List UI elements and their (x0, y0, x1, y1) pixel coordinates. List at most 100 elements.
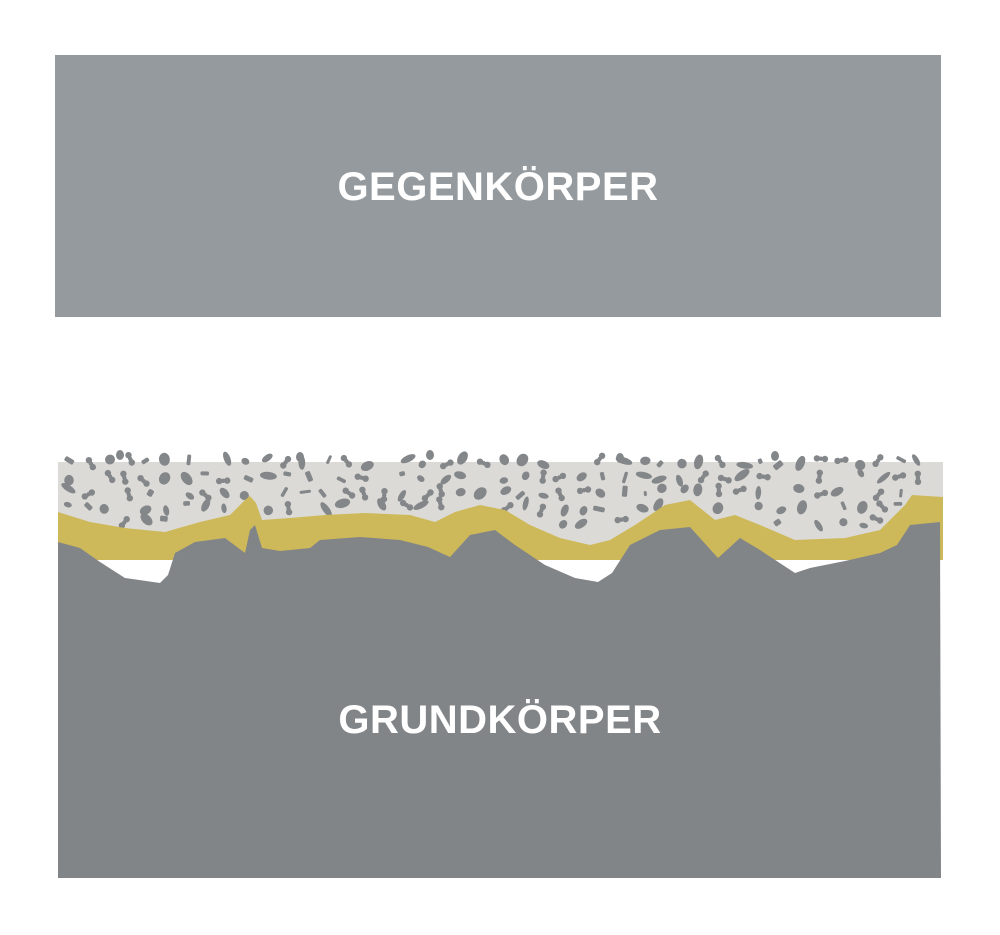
particle (199, 489, 212, 501)
particle (552, 472, 567, 483)
particle (697, 470, 709, 484)
particle (397, 490, 407, 502)
particle (223, 451, 232, 466)
particle (515, 490, 526, 500)
particle (539, 469, 547, 484)
particle (558, 520, 568, 529)
particle (418, 460, 426, 469)
counter-body: GEGENKÖRPER (55, 55, 941, 317)
particle (776, 506, 787, 515)
particle (263, 505, 274, 516)
particle (473, 487, 487, 500)
particle (693, 454, 704, 470)
particle (773, 460, 784, 471)
particle (892, 472, 907, 481)
particle (680, 484, 689, 494)
particle (712, 502, 724, 515)
particle (440, 474, 452, 485)
particle (522, 496, 529, 511)
particle (146, 489, 155, 497)
particle (622, 471, 628, 484)
counter-body-label: GEGENKÖRPER (337, 164, 658, 209)
particle (436, 483, 445, 498)
particle (643, 491, 647, 497)
particle (855, 459, 866, 471)
particle (163, 505, 170, 516)
particle (342, 487, 356, 499)
particle (715, 482, 723, 498)
particle (400, 454, 416, 464)
particle (85, 457, 97, 471)
base-body-label: GRUNDKÖRPER (338, 697, 661, 742)
particle (417, 475, 425, 482)
particle (299, 489, 311, 494)
particle (104, 469, 116, 484)
particle (63, 501, 72, 508)
particle (640, 456, 651, 466)
particle (61, 482, 76, 494)
particle (857, 500, 868, 514)
particle (440, 459, 454, 470)
particle (521, 471, 530, 481)
particle (651, 475, 667, 484)
particle (105, 454, 115, 465)
particle (320, 502, 332, 517)
particle (499, 477, 509, 484)
particle (137, 475, 150, 487)
particle (326, 455, 332, 465)
particle (296, 452, 304, 462)
base-body-block (58, 522, 941, 878)
particle (893, 502, 903, 506)
particle (830, 486, 844, 497)
particle (876, 471, 891, 484)
particle (141, 457, 150, 465)
particle (421, 489, 434, 502)
particle (914, 470, 922, 485)
particle (912, 454, 921, 466)
particle (717, 474, 732, 484)
particle (399, 471, 406, 477)
particle (124, 487, 133, 502)
particle (158, 472, 171, 485)
particle (593, 505, 605, 513)
particle (499, 454, 510, 466)
particle (635, 471, 652, 479)
particle (872, 488, 885, 501)
particle (621, 485, 628, 497)
particle (595, 488, 606, 498)
particle (413, 500, 429, 510)
particle (243, 475, 254, 483)
counter-body-block (55, 55, 941, 317)
particle (185, 492, 195, 500)
particle (120, 470, 129, 485)
particle (693, 483, 703, 497)
particle (377, 498, 387, 511)
particle (814, 519, 823, 532)
particle (340, 454, 353, 468)
particle (734, 468, 750, 482)
particle (814, 489, 829, 499)
particle (516, 453, 529, 467)
particle (555, 487, 565, 502)
particle (616, 453, 624, 463)
particle (436, 496, 445, 511)
particle (334, 498, 351, 509)
particle (839, 518, 848, 527)
interface-layer (58, 495, 943, 560)
particle (455, 488, 466, 497)
particle (872, 454, 884, 467)
particle (201, 498, 211, 512)
particle (576, 472, 587, 482)
particle (656, 460, 664, 468)
particle (899, 488, 903, 498)
particle (318, 488, 327, 498)
particle (536, 503, 547, 518)
particle (537, 460, 550, 470)
particle (793, 483, 805, 494)
particle (64, 474, 74, 486)
particle (599, 471, 606, 481)
particle (259, 471, 277, 480)
particle (857, 469, 865, 478)
particle (183, 500, 191, 506)
